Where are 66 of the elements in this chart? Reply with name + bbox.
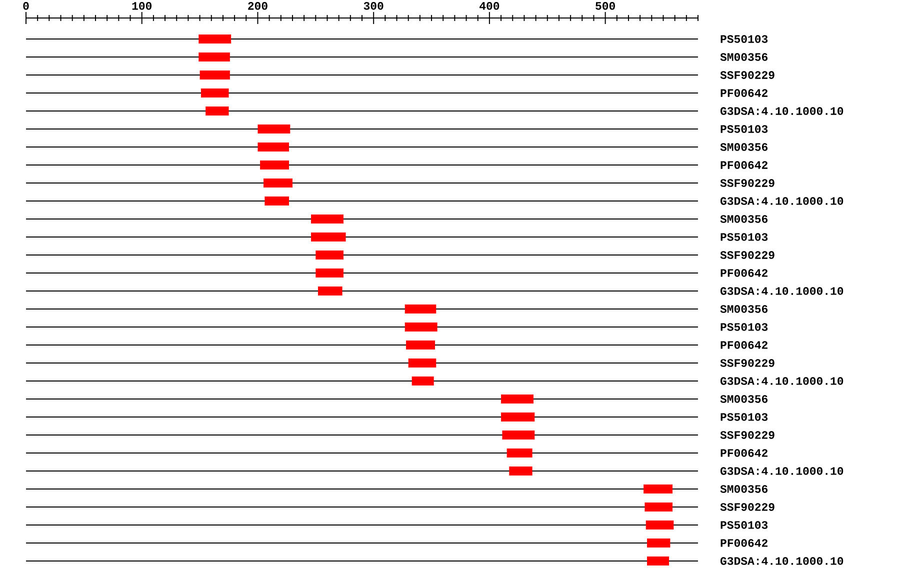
y-tick-label: SM00356: [720, 305, 768, 313]
bar: [412, 376, 434, 386]
y-tick-label: PS50103: [720, 413, 768, 421]
bar: [258, 142, 290, 152]
y-tick-label: SM00356: [720, 143, 768, 151]
x-tick-label: 0: [23, 2, 29, 10]
x-tick-label: 400: [480, 2, 500, 10]
bar: [311, 232, 346, 242]
y-tick-label: SM00356: [720, 215, 768, 223]
y-tick-label: G3DSA:4.10.1000.10: [720, 107, 844, 115]
bar: [501, 394, 534, 404]
bar: [316, 250, 344, 260]
x-tick-label: 500: [596, 2, 615, 10]
bar: [509, 466, 532, 476]
bar: [647, 538, 670, 548]
y-tick-label: SM00356: [720, 395, 768, 403]
bar: [258, 124, 290, 134]
bar: [501, 412, 535, 422]
y-tick-label: PF00642: [720, 269, 768, 277]
y-tick-label: PS50103: [720, 233, 768, 241]
bar: [260, 160, 290, 170]
bar: [206, 106, 229, 116]
bar: [311, 214, 344, 224]
y-tick-label: G3DSA:4.10.1000.10: [720, 377, 844, 385]
bar: [406, 340, 435, 350]
y-tick-label: PF00642: [720, 449, 768, 457]
y-tick-label: SSF90229: [720, 251, 774, 259]
y-tick-label: SSF90229: [720, 503, 774, 511]
y-tick-label: SSF90229: [720, 431, 774, 439]
y-tick-label: PF00642: [720, 89, 768, 97]
x-tick-label: 300: [364, 2, 384, 10]
y-tick-label: G3DSA:4.10.1000.10: [720, 197, 844, 205]
y-tick-label: G3DSA:4.10.1000.10: [720, 467, 844, 475]
bar: [644, 502, 673, 512]
bar: [404, 322, 438, 332]
bar: [644, 484, 673, 494]
bar: [264, 178, 292, 188]
y-tick-label: SM00356: [720, 485, 768, 493]
bar: [502, 430, 535, 440]
bar: [646, 520, 674, 530]
y-tick-label: G3DSA:4.10.1000.10: [720, 287, 844, 295]
y-tick-label: G3DSA:4.10.1000.10: [720, 557, 844, 565]
bar: [264, 196, 290, 206]
x-tick-label: 200: [248, 2, 268, 10]
y-tick-label: PS50103: [720, 125, 768, 133]
bar: [198, 52, 230, 62]
bar: [318, 286, 342, 296]
y-tick-label: PS50103: [720, 35, 768, 43]
bar: [408, 358, 436, 368]
y-tick-label: PS50103: [720, 323, 768, 331]
y-tick-label: SM00356: [720, 53, 768, 61]
bar: [506, 448, 532, 458]
x-tick-label: 100: [132, 2, 152, 10]
bar: [404, 304, 436, 314]
bar: [316, 268, 344, 278]
y-tick-label: SSF90229: [720, 71, 774, 79]
bar: [647, 556, 670, 566]
y-tick-label: SSF90229: [720, 179, 774, 187]
bar: [200, 88, 229, 98]
y-tick-label: PS50103: [720, 521, 768, 529]
y-tick-label: PF00642: [720, 539, 768, 547]
y-tick-label: PF00642: [720, 341, 768, 349]
bar: [200, 70, 230, 80]
y-tick-label: PF00642: [720, 161, 768, 169]
bar: [198, 34, 232, 44]
y-tick-label: SSF90229: [720, 359, 774, 367]
